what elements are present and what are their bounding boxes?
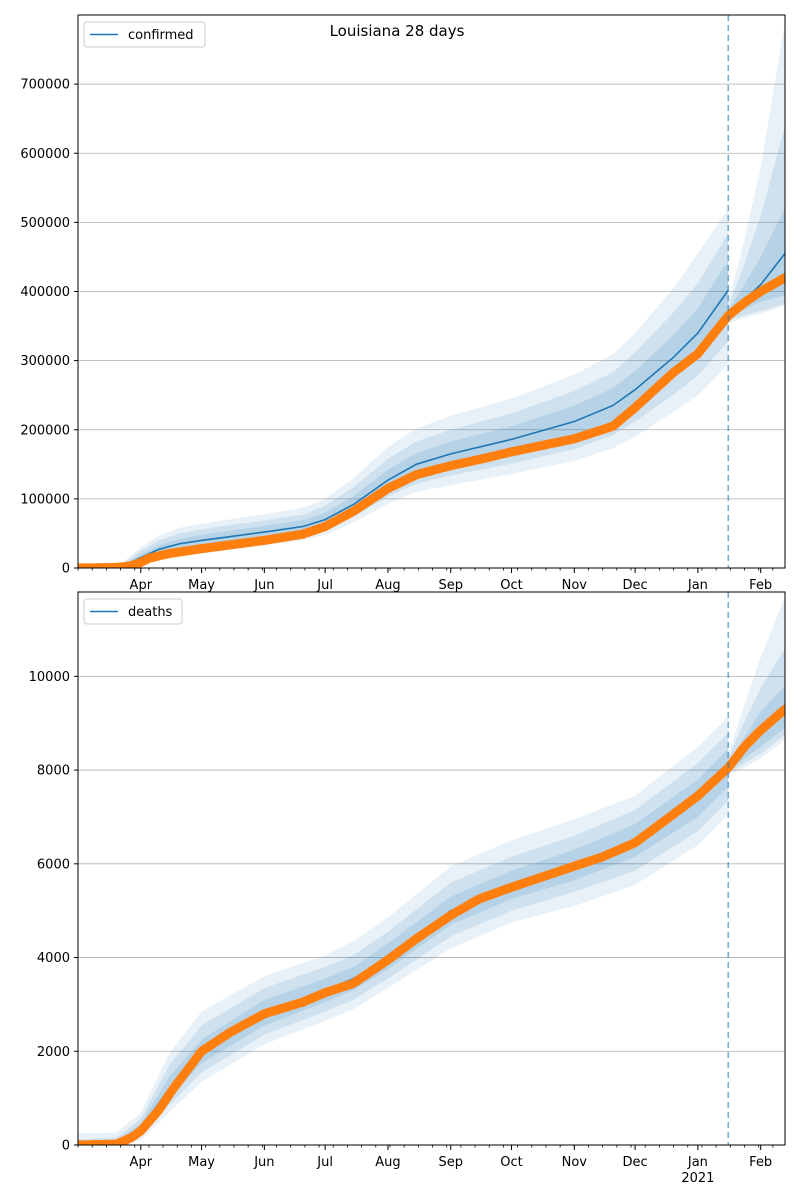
legend-box — [83, 21, 206, 48]
x-tick-year-label: 2021 — [681, 1171, 714, 1186]
x-tick-label: Aug — [375, 1155, 400, 1170]
plot-area — [78, 596, 785, 1145]
observed-series — [78, 704, 785, 1145]
model-line — [78, 289, 729, 568]
y-tick-label: 300000 — [20, 354, 70, 369]
x-tick-label: May — [188, 578, 215, 593]
y-tick-label: 0 — [62, 562, 70, 577]
x-tick-label: Sep — [438, 1155, 463, 1170]
model-b80-band — [78, 732, 729, 1145]
x-tick-label: Sep — [438, 578, 463, 593]
y-tick-label: 400000 — [20, 285, 70, 300]
plot-area — [78, 21, 785, 568]
x-tick-label: Feb — [749, 578, 772, 593]
x-tick-label: Jan — [687, 578, 708, 593]
y-gridlines — [78, 675, 785, 1052]
legend: confirmed — [83, 21, 206, 48]
legend-label: deaths — [128, 605, 173, 620]
y-tick-label: 2000 — [37, 1045, 70, 1060]
x-tick-label: Nov — [562, 578, 588, 593]
x-tick-label: Dec — [623, 1155, 648, 1170]
confirmed-chart-panel: 0 100000 200000 300000 400000 500000 600000 700… — [20, 14, 786, 593]
x-tick-label: Dec — [623, 578, 648, 593]
y-tick-label: 600000 — [20, 147, 70, 162]
y-axis: 0 100000 200000 300000 400000 500000 600000 700… — [20, 78, 78, 577]
observed-point — [780, 273, 785, 283]
y-tick-label: 0 — [62, 1139, 70, 1154]
x-tick-label: Oct — [500, 578, 522, 593]
x-tick-label: Nov — [562, 1155, 588, 1170]
y-gridlines — [78, 83, 785, 500]
x-tick-label: Apr — [130, 578, 153, 593]
x-axis: Apr May Jun Jul Aug Sep Oct Nov Dec Jan Feb — [77, 568, 774, 593]
y-tick-label: 4000 — [37, 951, 70, 966]
x-tick-label: Apr — [130, 1155, 153, 1170]
x-tick-label: Feb — [749, 1155, 772, 1170]
y-tick-label: 8000 — [37, 764, 70, 779]
model-b95-band — [78, 208, 729, 568]
x-tick-label: Jul — [316, 578, 333, 593]
forecast-b80-band — [728, 648, 785, 773]
x-tick-label: Jan — [687, 1155, 708, 1170]
model-b80-band — [78, 232, 729, 568]
x-tick-label: Aug — [375, 578, 400, 593]
y-tick-label: 200000 — [20, 423, 70, 438]
forecast-b95-band — [728, 596, 785, 775]
x-tick-label: Jun — [253, 578, 274, 593]
axes-frame — [77, 591, 786, 1146]
x-tick-label: Oct — [500, 1155, 522, 1170]
y-axis: 0 2000 4000 6000 8000 10000 — [29, 670, 78, 1154]
chart-title: Louisiana 28 days — [330, 22, 465, 40]
model-b95-band — [78, 716, 729, 1145]
y-tick-label: 100000 — [20, 492, 70, 507]
x-tick-label: May — [188, 1155, 215, 1170]
y-tick-label: 700000 — [20, 78, 70, 93]
forecast-b95-band — [728, 21, 785, 324]
observed-series — [78, 273, 785, 568]
x-tick-label: Jun — [253, 1155, 274, 1170]
legend: deaths — [83, 598, 183, 625]
y-tick-label: 500000 — [20, 216, 70, 231]
y-tick-label: 6000 — [37, 857, 70, 872]
deaths-chart-panel: 0 2000 4000 6000 8000 10000 Apr May Jun Jul Aug Sep… — [29, 591, 786, 1186]
y-tick-label: 10000 — [29, 670, 70, 685]
legend-label: confirmed — [128, 28, 194, 43]
model-b50-band — [78, 260, 729, 568]
observed-point — [780, 704, 785, 714]
legend-box — [83, 598, 183, 625]
x-tick-label: Jul — [316, 1155, 333, 1170]
